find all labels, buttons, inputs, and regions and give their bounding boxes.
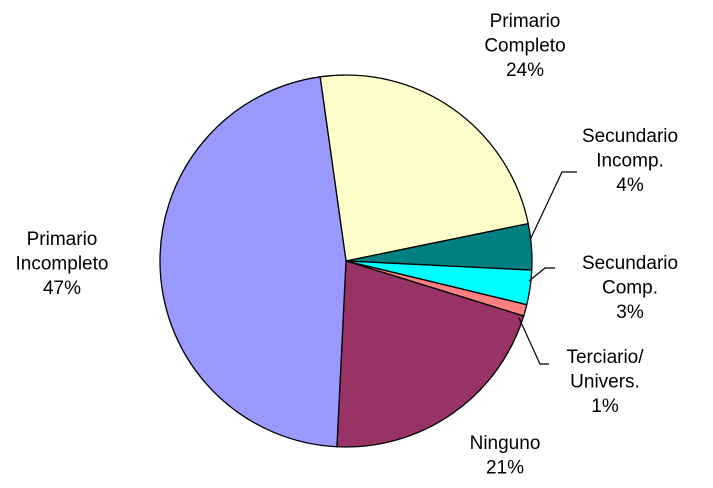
leader-line <box>518 317 549 365</box>
slice-label: Secundario Incomp. 4% <box>582 126 678 196</box>
slice-label: Primario Completo 24% <box>484 11 565 81</box>
value-label: 4% <box>616 175 644 196</box>
label-line: Incompleto <box>16 254 109 275</box>
label-line: Primario <box>27 229 98 250</box>
label-line: Terciario/ <box>566 347 644 368</box>
pie-slice <box>336 260 525 448</box>
label-line: Incomp. <box>596 151 664 172</box>
leader-line <box>528 267 555 282</box>
label-line: Secundario <box>582 253 678 274</box>
category-label: Ninguno <box>470 433 541 454</box>
category-label: Secundario Incomp. <box>582 126 678 172</box>
value-label: 21% <box>486 458 524 479</box>
value-label: 3% <box>616 302 644 323</box>
slice-label: Terciario/Univers. 1% <box>566 347 644 417</box>
leader-line <box>529 171 577 241</box>
value-label: 1% <box>591 396 619 417</box>
slice-label: Primario Incompleto 47% <box>16 229 109 299</box>
value-label: 47% <box>43 278 81 299</box>
value-label: 24% <box>506 60 544 81</box>
label-line: Primario <box>490 11 561 32</box>
label-line: Secundario <box>582 126 678 147</box>
pie-slice <box>159 76 347 448</box>
label-line: Completo <box>484 36 565 57</box>
label-line: Univers. <box>570 372 640 393</box>
label-line: Comp. <box>602 278 658 299</box>
label-line: Ninguno <box>470 433 541 454</box>
category-label: Secundario Comp. <box>582 253 678 299</box>
slice-label: Ninguno 21% <box>470 433 541 479</box>
slice-label: Secundario Comp. 3% <box>582 253 678 323</box>
category-label: Primario Completo <box>484 11 565 57</box>
category-label: Terciario/Univers. <box>566 347 644 393</box>
pie-slice <box>319 74 529 262</box>
category-label: Primario Incompleto <box>16 229 109 275</box>
